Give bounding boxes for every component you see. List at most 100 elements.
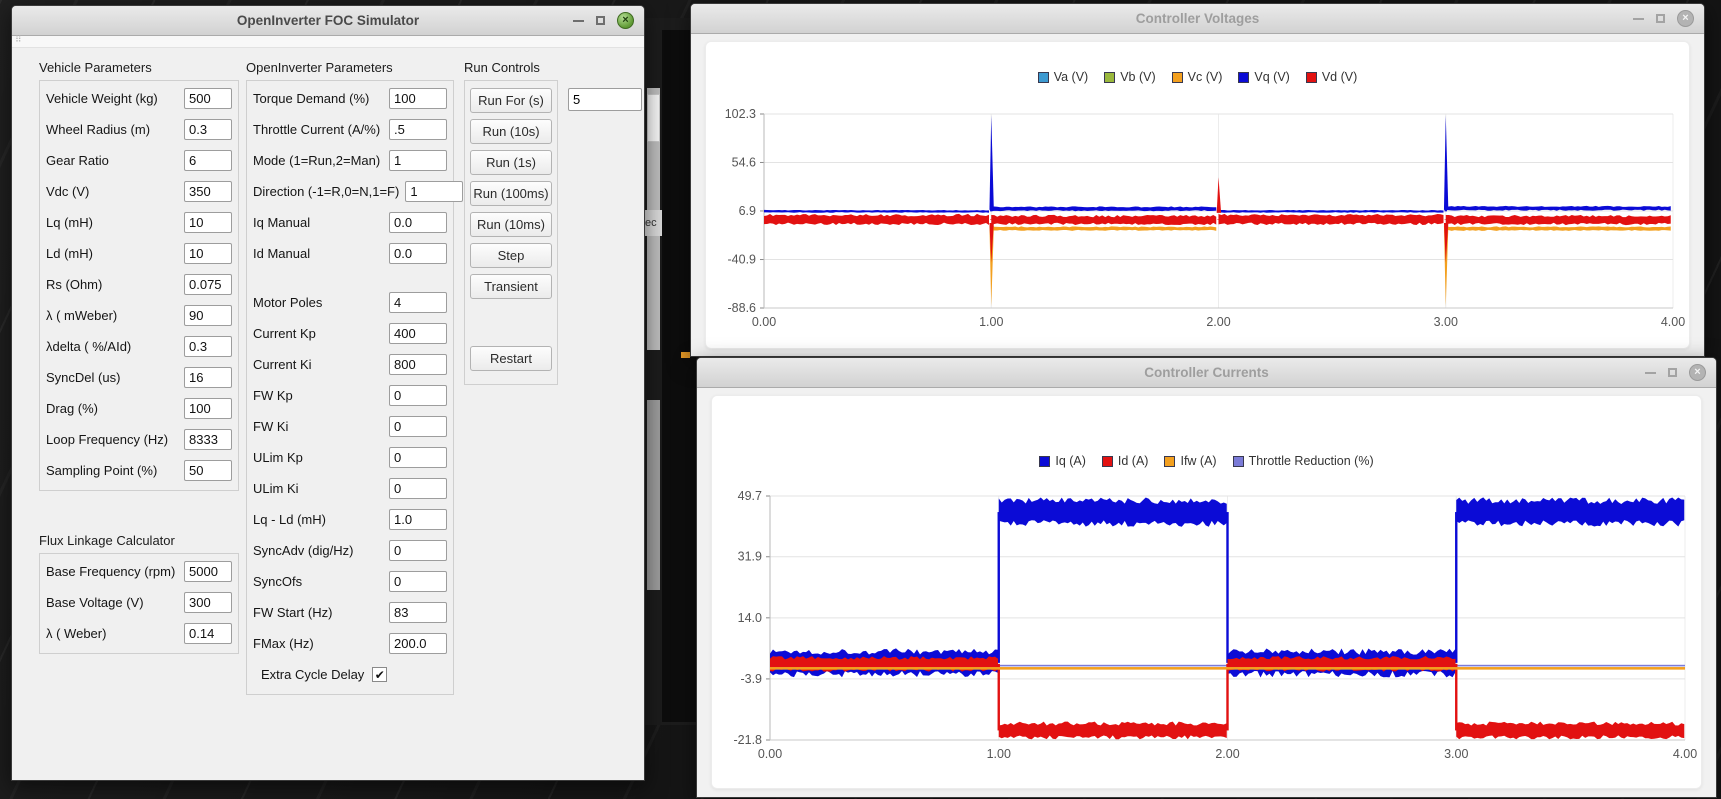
param-label: Lq (mH): [46, 215, 93, 230]
close-button[interactable]: ×: [1689, 364, 1706, 381]
param-input[interactable]: [184, 150, 232, 171]
legend-swatch-icon: [1232, 455, 1244, 467]
param-input[interactable]: [184, 119, 232, 140]
param-input[interactable]: [389, 509, 447, 530]
param-input[interactable]: [389, 292, 447, 313]
param-input[interactable]: [184, 592, 232, 613]
param-input[interactable]: [184, 274, 232, 295]
param-input[interactable]: [184, 367, 232, 388]
param-input[interactable]: [389, 243, 447, 264]
legend-swatch-icon: [1305, 71, 1317, 83]
param-input[interactable]: [184, 181, 232, 202]
legend-label: Vd (V): [1321, 70, 1358, 84]
svg-text:-88.6: -88.6: [728, 301, 757, 315]
param-label: SyncAdv (dig/Hz): [253, 543, 354, 558]
param-input[interactable]: [389, 416, 447, 437]
minimize-button[interactable]: [1633, 17, 1644, 20]
param-input[interactable]: [389, 88, 447, 109]
param-row: Current Ki: [253, 349, 447, 380]
background-text-fragment: ec: [645, 210, 662, 236]
svg-text:0.00: 0.00: [758, 747, 782, 761]
param-input[interactable]: [184, 305, 232, 326]
legend-label: Vc (V): [1187, 70, 1223, 84]
minimize-button[interactable]: [573, 19, 584, 22]
legend-label: Vb (V): [1120, 70, 1156, 84]
legend-label: Vq (V): [1254, 70, 1290, 84]
run-button-run-100ms[interactable]: Run (100ms): [470, 181, 552, 206]
param-input[interactable]: [389, 354, 447, 375]
param-input[interactable]: [184, 429, 232, 450]
param-row: Ld (mH): [46, 238, 232, 269]
param-input[interactable]: [389, 150, 447, 171]
run-button-run-10ms[interactable]: Run (10ms): [470, 212, 552, 237]
run-for-seconds-input[interactable]: [568, 88, 642, 111]
run-button-run-10s[interactable]: Run (10s): [470, 119, 552, 144]
param-label: Current Ki: [253, 357, 312, 372]
currents-chart: 0.00 1.00 2.00 3.00 4.00 49.7 31.9 14.0 -3.9 -21.…: [734, 489, 1698, 761]
svg-text:3.00: 3.00: [1444, 747, 1468, 761]
currents-chart-card: Iq (A) Id (A) Ifw (A) Throttle Reduction (%…: [711, 395, 1702, 789]
close-button[interactable]: ×: [617, 12, 634, 29]
svg-text:-3.9: -3.9: [740, 672, 762, 686]
openinverter-parameters-column: OpenInverter Parameters Torque Demand (%…: [246, 58, 464, 695]
param-input[interactable]: [389, 478, 447, 499]
voltages-window-title: Controller Voltages: [1135, 11, 1260, 26]
param-input[interactable]: [184, 212, 232, 233]
legend-item: Vb (V): [1104, 70, 1156, 84]
currents-titlebar[interactable]: Controller Currents ×: [697, 358, 1716, 388]
param-input[interactable]: [389, 540, 447, 561]
extra-cycle-delay-checkbox[interactable]: ✔: [372, 667, 388, 682]
param-row: ULim Kp: [253, 442, 447, 473]
param-input[interactable]: [389, 323, 447, 344]
restart-button[interactable]: Restart: [470, 346, 552, 371]
voltages-titlebar[interactable]: Controller Voltages ×: [691, 4, 1704, 34]
vehicle-parameters-column: Vehicle Parameters Vehicle Weight (kg) Wh…: [39, 58, 239, 654]
param-label: λdelta ( %/AId): [46, 339, 132, 354]
close-button[interactable]: ×: [1677, 10, 1694, 27]
param-row: Id Manual: [253, 238, 447, 269]
param-input[interactable]: [405, 181, 464, 202]
param-label: Vehicle Weight (kg): [46, 91, 158, 106]
param-row: Torque Demand (%): [253, 83, 447, 114]
param-input[interactable]: [184, 336, 232, 357]
param-input[interactable]: [184, 623, 232, 644]
simulator-titlebar[interactable]: OpenInverter FOC Simulator ×: [12, 6, 644, 36]
param-input[interactable]: [184, 88, 232, 109]
svg-text:14.0: 14.0: [738, 611, 762, 625]
run-button-step[interactable]: Step: [470, 243, 552, 268]
grip-dots-icon: ⠿: [15, 34, 23, 44]
param-label: ULim Kp: [253, 450, 303, 465]
legend-label: Ifw (A): [1180, 454, 1217, 468]
restore-button[interactable]: [596, 16, 605, 25]
param-input[interactable]: [184, 460, 232, 481]
param-input[interactable]: [389, 119, 447, 140]
param-input[interactable]: [389, 602, 447, 623]
param-input[interactable]: [389, 385, 447, 406]
param-label: Current Kp: [253, 326, 316, 341]
param-label: Base Frequency (rpm): [46, 564, 176, 579]
legend-item: Vc (V): [1171, 70, 1223, 84]
param-input[interactable]: [184, 561, 232, 582]
param-row: Rs (Ohm): [46, 269, 232, 300]
param-row: FW Start (Hz): [253, 597, 447, 628]
run-button-transient[interactable]: Transient: [470, 274, 552, 299]
restore-button[interactable]: [1668, 368, 1677, 377]
param-input[interactable]: [184, 398, 232, 419]
param-row: Direction (-1=R,0=N,1=F): [253, 176, 464, 207]
param-input[interactable]: [389, 447, 447, 468]
param-input[interactable]: [389, 633, 447, 654]
run-button-run-1s[interactable]: Run (1s): [470, 150, 552, 175]
run-for-button[interactable]: Run For (s): [470, 88, 552, 113]
param-label: SyncDel (us): [46, 370, 121, 385]
param-input[interactable]: [184, 243, 232, 264]
restore-button[interactable]: [1656, 14, 1665, 23]
legend-swatch-icon: [1238, 71, 1250, 83]
param-label: SyncOfs: [253, 574, 303, 589]
param-label: Ld (mH): [46, 246, 93, 261]
param-input[interactable]: [389, 571, 447, 592]
param-input[interactable]: [389, 212, 447, 233]
minimize-button[interactable]: [1645, 371, 1656, 374]
param-row: Motor Poles: [253, 287, 447, 318]
param-label: Rs (Ohm): [46, 277, 103, 292]
param-label: Base Voltage (V): [46, 595, 144, 610]
